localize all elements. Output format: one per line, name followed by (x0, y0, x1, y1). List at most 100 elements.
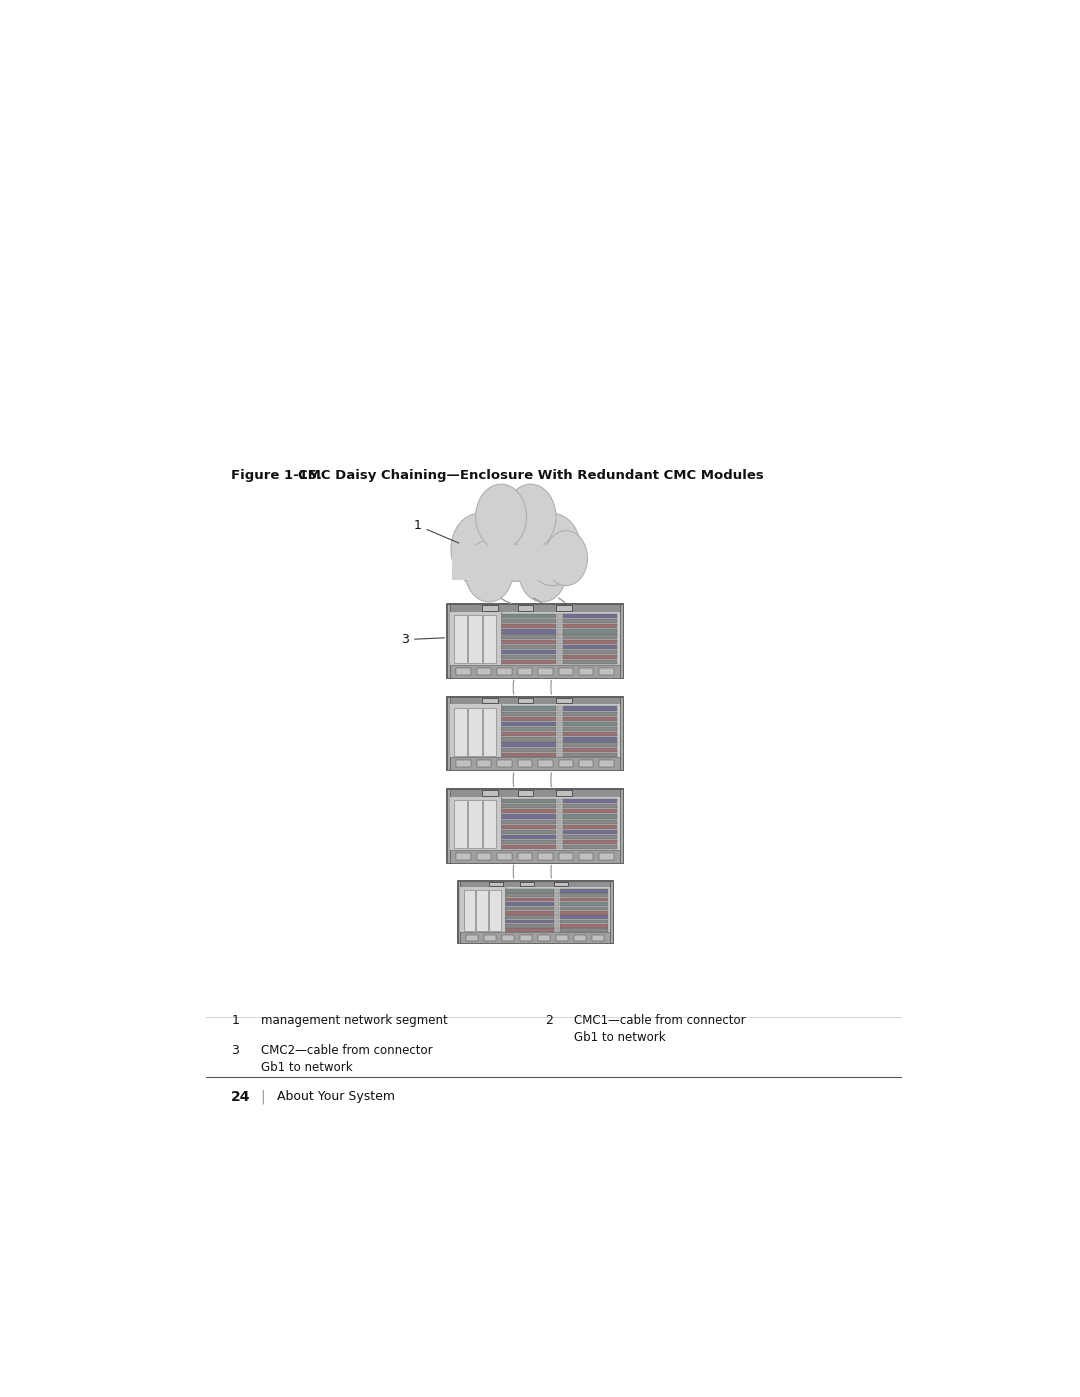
FancyBboxPatch shape (557, 629, 563, 634)
FancyBboxPatch shape (502, 661, 556, 665)
FancyBboxPatch shape (557, 726, 563, 731)
FancyBboxPatch shape (450, 849, 620, 862)
FancyBboxPatch shape (450, 612, 620, 665)
FancyBboxPatch shape (484, 935, 497, 940)
Text: 2: 2 (545, 1014, 553, 1027)
FancyBboxPatch shape (554, 929, 559, 932)
FancyBboxPatch shape (488, 882, 502, 886)
FancyBboxPatch shape (458, 882, 460, 943)
FancyBboxPatch shape (469, 800, 482, 848)
FancyBboxPatch shape (502, 799, 556, 803)
FancyBboxPatch shape (559, 898, 608, 901)
FancyBboxPatch shape (564, 809, 618, 813)
FancyBboxPatch shape (502, 707, 556, 711)
FancyBboxPatch shape (505, 888, 554, 893)
FancyBboxPatch shape (502, 845, 556, 849)
FancyBboxPatch shape (557, 845, 563, 849)
FancyBboxPatch shape (556, 935, 568, 940)
FancyBboxPatch shape (447, 605, 450, 678)
FancyBboxPatch shape (564, 820, 618, 824)
FancyBboxPatch shape (476, 760, 491, 767)
FancyBboxPatch shape (502, 726, 556, 731)
FancyBboxPatch shape (564, 661, 618, 665)
FancyBboxPatch shape (564, 650, 618, 654)
FancyBboxPatch shape (505, 915, 554, 919)
FancyBboxPatch shape (483, 791, 498, 796)
FancyBboxPatch shape (564, 640, 618, 644)
FancyBboxPatch shape (502, 640, 556, 644)
FancyBboxPatch shape (559, 888, 608, 893)
Text: CMC1—cable from connector
Gb1 to network: CMC1—cable from connector Gb1 to network (575, 1014, 746, 1044)
FancyBboxPatch shape (564, 711, 618, 715)
FancyBboxPatch shape (450, 757, 620, 770)
FancyBboxPatch shape (620, 789, 623, 862)
FancyBboxPatch shape (556, 791, 572, 796)
Text: About Your System: About Your System (278, 1090, 395, 1102)
FancyBboxPatch shape (557, 650, 563, 654)
FancyBboxPatch shape (458, 882, 612, 943)
FancyBboxPatch shape (502, 935, 514, 940)
Circle shape (465, 541, 513, 602)
FancyBboxPatch shape (447, 697, 450, 770)
FancyBboxPatch shape (517, 668, 532, 675)
FancyBboxPatch shape (557, 624, 563, 629)
FancyBboxPatch shape (483, 605, 498, 610)
FancyBboxPatch shape (579, 852, 593, 859)
FancyBboxPatch shape (557, 747, 563, 752)
FancyBboxPatch shape (557, 613, 563, 617)
FancyBboxPatch shape (465, 935, 478, 940)
FancyBboxPatch shape (538, 935, 551, 940)
FancyBboxPatch shape (557, 619, 563, 623)
FancyBboxPatch shape (502, 830, 556, 834)
FancyBboxPatch shape (554, 911, 559, 915)
Circle shape (505, 485, 556, 549)
FancyBboxPatch shape (564, 845, 618, 849)
FancyBboxPatch shape (469, 708, 482, 756)
FancyBboxPatch shape (620, 605, 623, 678)
FancyBboxPatch shape (502, 711, 556, 715)
FancyBboxPatch shape (564, 619, 618, 623)
FancyBboxPatch shape (505, 907, 554, 909)
FancyBboxPatch shape (502, 634, 556, 638)
FancyBboxPatch shape (497, 668, 512, 675)
FancyBboxPatch shape (538, 668, 553, 675)
FancyBboxPatch shape (460, 882, 610, 887)
Text: 3: 3 (401, 633, 445, 645)
FancyBboxPatch shape (502, 655, 556, 659)
FancyBboxPatch shape (556, 605, 572, 610)
FancyBboxPatch shape (559, 911, 608, 915)
FancyBboxPatch shape (557, 634, 563, 638)
FancyBboxPatch shape (502, 738, 556, 742)
FancyBboxPatch shape (483, 800, 496, 848)
FancyBboxPatch shape (558, 760, 572, 767)
FancyBboxPatch shape (564, 747, 618, 752)
FancyBboxPatch shape (554, 902, 559, 905)
FancyBboxPatch shape (557, 655, 563, 659)
Text: CMC2—cable from connector
Gb1 to network: CMC2—cable from connector Gb1 to network (260, 1045, 432, 1074)
FancyBboxPatch shape (557, 722, 563, 726)
Text: 1: 1 (231, 1014, 239, 1027)
FancyBboxPatch shape (554, 919, 559, 923)
Text: 24: 24 (231, 1090, 251, 1104)
FancyBboxPatch shape (450, 789, 620, 796)
FancyBboxPatch shape (502, 624, 556, 629)
FancyBboxPatch shape (450, 605, 620, 612)
FancyBboxPatch shape (564, 717, 618, 721)
FancyBboxPatch shape (502, 722, 556, 726)
FancyBboxPatch shape (505, 923, 554, 928)
FancyBboxPatch shape (554, 915, 559, 919)
FancyBboxPatch shape (502, 717, 556, 721)
FancyBboxPatch shape (559, 919, 608, 923)
FancyBboxPatch shape (557, 732, 563, 736)
Circle shape (518, 541, 567, 602)
FancyBboxPatch shape (556, 698, 572, 703)
Text: 2: 2 (579, 608, 606, 627)
FancyBboxPatch shape (476, 890, 488, 930)
Circle shape (475, 485, 527, 549)
FancyBboxPatch shape (554, 888, 559, 893)
FancyBboxPatch shape (557, 805, 563, 809)
FancyBboxPatch shape (455, 708, 468, 756)
FancyBboxPatch shape (557, 753, 563, 757)
FancyBboxPatch shape (557, 824, 563, 828)
FancyBboxPatch shape (476, 852, 491, 859)
